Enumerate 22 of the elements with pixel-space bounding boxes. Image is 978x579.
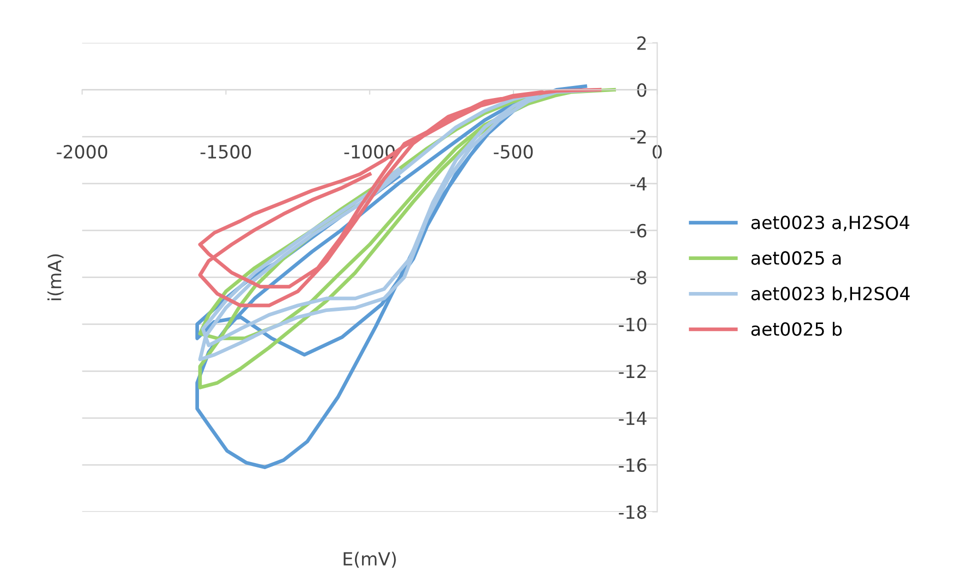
y-tick-label: 0	[637, 83, 646, 97]
legend-label: aet0023 a,H2SO4	[751, 216, 910, 232]
x-tick-label: -1500	[200, 144, 251, 159]
legend-label: aet0025 b	[751, 322, 842, 336]
x-axis-title: E(mV)	[344, 552, 396, 568]
y-tick-label: -12	[618, 364, 646, 378]
y-tick-label: -2	[630, 130, 646, 144]
y-axis-title: i(mA)	[47, 254, 64, 300]
y-tick-label: -6	[630, 224, 646, 238]
line-series	[198, 88, 602, 308]
legend-label: aet0023 b,H2SO4	[751, 286, 910, 302]
x-tick-label: -500	[494, 144, 533, 159]
y-tick-label: -10	[618, 318, 646, 332]
x-tick-label: 0	[652, 144, 662, 159]
y-tick-label: -14	[618, 412, 646, 425]
y-tick-label: -4	[630, 177, 646, 190]
y-tick-label: 2	[637, 36, 646, 50]
x-tick-label: -2000	[56, 144, 108, 159]
y-tick-label: -16	[618, 458, 646, 472]
y-tick-label: -18	[618, 505, 646, 519]
legend-label: aet0025 a	[751, 251, 841, 265]
y-tick-label: -8	[630, 270, 646, 284]
